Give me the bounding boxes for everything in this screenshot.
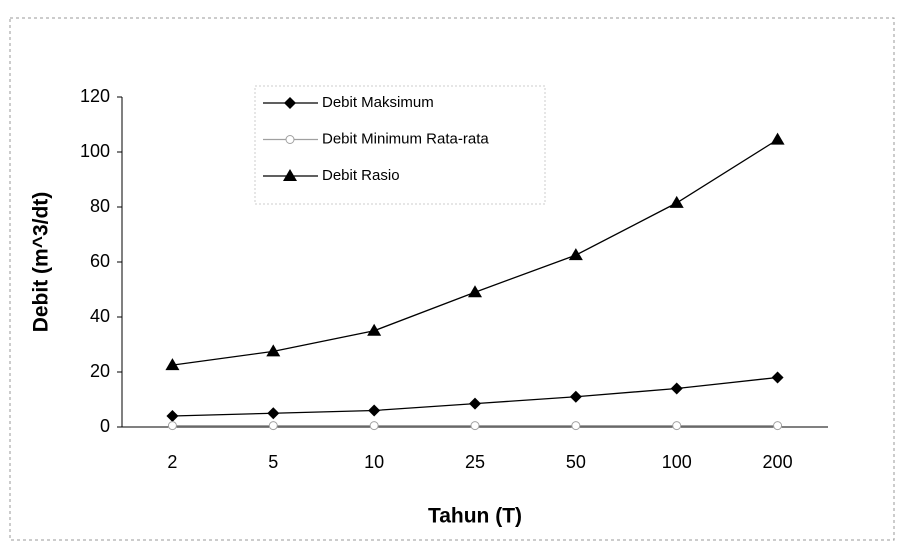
y-tick-label: 0	[100, 416, 110, 436]
x-tick-label: 25	[465, 452, 485, 472]
y-tick-label: 40	[90, 306, 110, 326]
marker	[568, 248, 583, 261]
marker	[368, 404, 381, 417]
marker	[268, 421, 278, 431]
legend-box	[254, 85, 546, 205]
y-tick-label: 120	[80, 86, 110, 106]
marker	[267, 407, 280, 420]
x-tick-label: 50	[566, 452, 586, 472]
marker	[367, 323, 382, 336]
y-axis-label: Debit (m^3/dt)	[30, 192, 53, 333]
marker	[571, 421, 581, 431]
legend-label: Debit Maksimum	[322, 94, 434, 111]
marker	[771, 371, 784, 384]
x-tick-label: 100	[662, 452, 692, 472]
legend-label: Debit Minimum Rata-rata	[322, 130, 489, 147]
marker	[770, 132, 785, 145]
marker	[569, 390, 582, 403]
y-tick-label: 80	[90, 196, 110, 216]
y-tick-label: 60	[90, 251, 110, 271]
x-axis-label: Tahun (T)	[428, 505, 522, 528]
chart-border	[9, 17, 895, 541]
marker	[470, 421, 480, 431]
marker	[283, 169, 297, 181]
marker	[468, 285, 482, 298]
x-tick-label: 200	[763, 452, 793, 472]
marker	[469, 397, 481, 410]
marker	[167, 421, 177, 431]
x-tick-label: 10	[364, 452, 384, 472]
marker	[369, 421, 379, 431]
marker	[285, 135, 295, 144]
x-tick-label: 2	[167, 452, 177, 472]
marker	[284, 97, 296, 109]
marker	[773, 421, 783, 431]
series-line	[172, 376, 778, 417]
y-tick-label: 20	[90, 361, 110, 381]
marker	[165, 358, 180, 371]
marker	[669, 195, 684, 208]
y-tick-label: 100	[80, 141, 110, 161]
marker	[672, 421, 682, 431]
legend-label: Debit Rasio	[322, 167, 400, 184]
marker	[670, 382, 683, 395]
x-tick-label: 5	[268, 452, 278, 472]
marker	[166, 410, 179, 422]
marker	[266, 344, 281, 357]
